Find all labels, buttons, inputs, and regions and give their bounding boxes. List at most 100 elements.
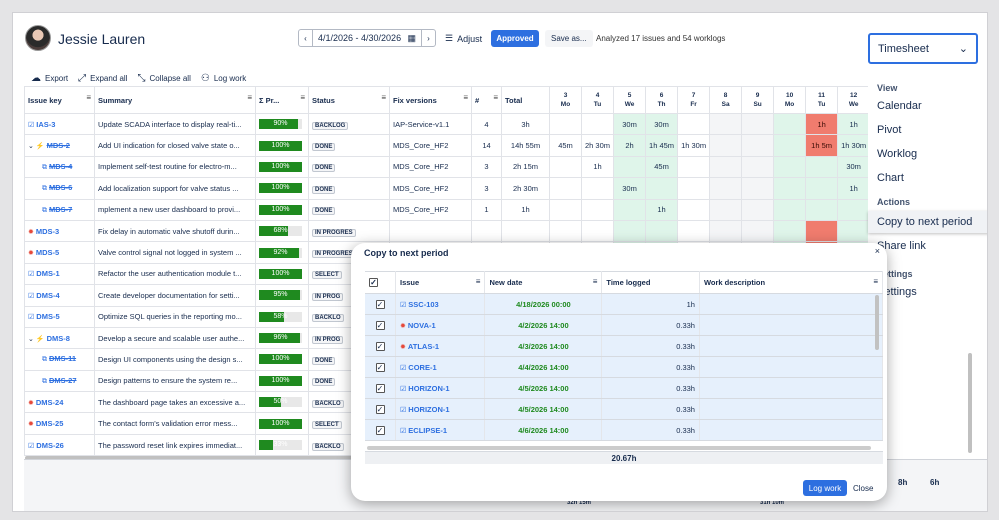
- row-select[interactable]: ✓: [365, 293, 396, 315]
- row-checkbox[interactable]: ✓: [375, 383, 385, 393]
- col-time-logged[interactable]: Time logged: [601, 271, 700, 294]
- day-cell[interactable]: [677, 112, 711, 136]
- copy-row[interactable]: ✓ ☑ ECLIPSE-1 4/6/2026 14:00 0.33h: [365, 419, 884, 441]
- issue-key-link[interactable]: MDS-6: [49, 183, 73, 193]
- day-cell[interactable]: [773, 155, 807, 179]
- copy-row[interactable]: ✓ ✹ ATLAS-1 4/3/2026 14:00 0.33h: [365, 335, 884, 357]
- chevron-down-icon[interactable]: ⌄: [28, 335, 34, 343]
- work-description-cell[interactable]: [699, 335, 884, 357]
- day-cell[interactable]: [549, 219, 582, 243]
- work-description-cell[interactable]: [699, 314, 884, 336]
- day-cell[interactable]: [709, 155, 743, 179]
- table-row[interactable]: ⌄ ⚡ MDS-2 Add UI indication for closed valv…: [24, 134, 871, 157]
- issue-key-cell[interactable]: ✹ MDS-5: [24, 241, 95, 264]
- day-cell[interactable]: [645, 219, 679, 243]
- issue-key-cell[interactable]: ⧉ DMS-27: [24, 369, 95, 393]
- dialog-vertical-scrollbar[interactable]: [875, 295, 879, 350]
- time-logged-cell[interactable]: 0.33h: [601, 398, 700, 420]
- filter-icon[interactable]: ≡: [873, 277, 878, 286]
- save-as-button[interactable]: Save as...: [545, 30, 593, 47]
- issue-link[interactable]: ATLAS-1: [407, 341, 439, 351]
- expand-all-button[interactable]: ⤢ Expand all: [78, 73, 127, 84]
- row-select[interactable]: ✓: [365, 335, 396, 357]
- date-range-field[interactable]: 4/1/2026 - 4/30/2026 ▦: [313, 33, 421, 44]
- issue-key-link[interactable]: DMS-8: [46, 333, 70, 343]
- select-all-header[interactable]: ✓: [365, 271, 396, 294]
- issue-key-cell[interactable]: ☑ DMS-5: [24, 305, 95, 328]
- col-fix-versions[interactable]: Fix versions ≡: [389, 86, 472, 114]
- issue-key-cell[interactable]: ⧉ MDS-7: [24, 198, 95, 221]
- row-select[interactable]: ✓: [365, 398, 396, 420]
- day-cell[interactable]: [741, 155, 775, 179]
- day-cell[interactable]: 30m: [837, 155, 871, 179]
- issue-link[interactable]: NOVA-1: [407, 320, 436, 330]
- issue-key-link[interactable]: MDS-4: [49, 161, 73, 171]
- col-work-description[interactable]: Work description ≡: [699, 271, 884, 294]
- day-cell[interactable]: 1h: [580, 155, 615, 179]
- col-status[interactable]: Status ≡: [308, 86, 390, 114]
- issue-key-link[interactable]: MDS-5: [35, 248, 60, 258]
- new-date-cell[interactable]: 4/3/2026 14:00: [484, 335, 603, 357]
- day-cell[interactable]: 30m: [645, 112, 679, 136]
- day-cell[interactable]: [709, 198, 743, 221]
- day-cell[interactable]: [805, 155, 839, 179]
- issue-key-cell[interactable]: ⌄ ⚡ MDS-2: [24, 134, 95, 157]
- col-issue[interactable]: Issue ≡: [395, 271, 486, 294]
- calendar-icon[interactable]: ▦: [407, 32, 416, 43]
- day-cell[interactable]: 1h: [805, 112, 839, 136]
- issue-link[interactable]: CORE-1: [408, 362, 437, 372]
- dialog-horizontal-scrollbar[interactable]: [367, 446, 871, 450]
- col-count[interactable]: # ≡: [471, 86, 502, 114]
- issue-cell[interactable]: ☑ HORIZON-1: [395, 398, 486, 420]
- day-cell[interactable]: [741, 198, 775, 221]
- date-range-picker[interactable]: ‹ 4/1/2026 - 4/30/2026 ▦ ›: [298, 29, 436, 47]
- day-cell[interactable]: [741, 177, 775, 200]
- time-logged-cell[interactable]: 1h: [601, 293, 700, 315]
- day-cell[interactable]: 1h: [837, 177, 871, 200]
- filter-icon[interactable]: ≡: [493, 93, 498, 102]
- new-date-cell[interactable]: 4/4/2026 14:00: [484, 356, 603, 378]
- day-cell[interactable]: [709, 134, 743, 157]
- day-cell[interactable]: 45m: [645, 155, 679, 179]
- day-cell[interactable]: [677, 219, 711, 243]
- horizontal-scrollbar[interactable]: [25, 456, 355, 460]
- day-cell[interactable]: [773, 198, 807, 221]
- table-row[interactable]: ⧉ MDS-4 Implement self-test routine for el…: [24, 155, 871, 179]
- row-select[interactable]: ✓: [365, 314, 396, 336]
- day-cell[interactable]: [773, 177, 807, 200]
- log-work-toolbar-button[interactable]: ⚇ Log work: [201, 73, 246, 84]
- day-cell[interactable]: [709, 219, 743, 243]
- issue-key-link[interactable]: IAS-3: [36, 119, 56, 129]
- issue-key-cell[interactable]: ☑ IAS-3: [24, 112, 95, 136]
- day-cell[interactable]: [580, 112, 615, 136]
- day-cell[interactable]: [805, 198, 839, 221]
- chevron-down-icon[interactable]: ⌄: [28, 143, 34, 151]
- export-button[interactable]: ☁ Export: [31, 73, 68, 84]
- time-logged-cell[interactable]: 0.33h: [601, 419, 700, 441]
- issue-key-cell[interactable]: ✹ DMS-24: [24, 391, 95, 414]
- issue-key-link[interactable]: DMS-26: [36, 440, 64, 450]
- menu-item-worklog[interactable]: Worklog: [877, 148, 918, 160]
- issue-cell[interactable]: ☑ SSC-103: [395, 293, 486, 315]
- day-cell[interactable]: 1h 45m: [645, 134, 679, 157]
- issue-key-cell[interactable]: ✹ DMS-25: [24, 412, 95, 435]
- day-cell[interactable]: [549, 112, 582, 136]
- issue-key-link[interactable]: DMS-4: [36, 290, 60, 300]
- issue-cell[interactable]: ☑ ECLIPSE-1: [395, 419, 486, 441]
- day-cell[interactable]: [773, 112, 807, 136]
- issue-link[interactable]: SSC-103: [408, 299, 439, 309]
- issue-key-link[interactable]: MDS-3: [35, 226, 60, 236]
- issue-key-cell[interactable]: ⧉ MDS-6: [24, 177, 95, 200]
- day-cell[interactable]: 30m: [613, 177, 647, 200]
- issue-link[interactable]: HORIZON-1: [408, 404, 450, 414]
- day-cell[interactable]: [677, 198, 711, 221]
- issue-cell[interactable]: ✹ NOVA-1: [395, 314, 486, 336]
- row-select[interactable]: ✓: [365, 377, 396, 399]
- row-checkbox[interactable]: ✓: [375, 425, 385, 435]
- day-cell[interactable]: [805, 177, 839, 200]
- filter-icon[interactable]: ≡: [463, 93, 468, 102]
- day-cell[interactable]: 1h 30m: [837, 134, 871, 157]
- issue-cell[interactable]: ✹ ATLAS-1: [395, 335, 486, 357]
- day-cell[interactable]: [549, 177, 582, 200]
- issue-cell[interactable]: ☑ HORIZON-1: [395, 377, 486, 399]
